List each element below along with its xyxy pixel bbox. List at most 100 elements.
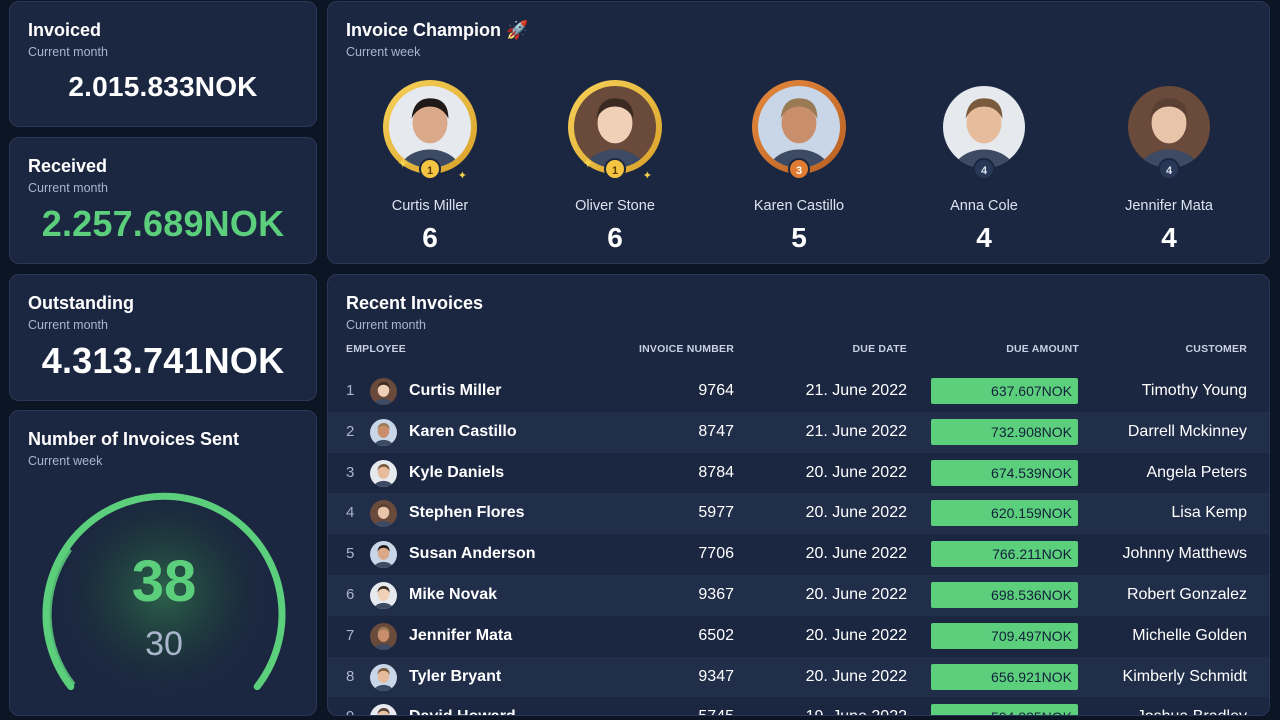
champion-item: ✦ ✦ 1 Oliver Stone 6 <box>525 80 705 254</box>
rank-badge: 4 <box>1158 158 1180 180</box>
kpi-outstanding-value: 4.313.741NOK <box>41 340 285 381</box>
table-row[interactable]: 5 Susan Anderson 7706 20. June 2022 766.211N… <box>328 534 1269 575</box>
row-index: 6 <box>346 585 355 603</box>
recent-invoices-card: Recent Invoices Current month EMPLOYEE I… <box>327 274 1270 716</box>
invoice-number[interactable]: 8784 <box>698 463 734 481</box>
champion-count: 5 <box>791 222 807 253</box>
gauge-target: 30 <box>145 625 183 663</box>
champion-count: 6 <box>422 222 438 253</box>
customer-name[interactable]: Lisa Kemp <box>1171 504 1247 522</box>
kpi-outstanding-card: Outstanding Current month 4.313.741NOK <box>9 274 317 401</box>
champion-item: 4 Anna Cole 4 <box>894 80 1074 254</box>
customer-name[interactable]: Michelle Golden <box>1132 626 1247 644</box>
customer-name[interactable]: Joshua Bradley <box>1137 697 1247 715</box>
invoice-champion-card: Invoice Champion 🚀 Current week ✦ ✦ 1 Curti… <box>327 1 1270 264</box>
customer-name[interactable]: Robert Gonzalez <box>1126 585 1247 603</box>
col-customer[interactable]: CUSTOMER <box>1185 343 1247 355</box>
due-amount-badge: 620.159NOK <box>931 500 1078 527</box>
invoices-subtitle: Current month <box>346 318 426 332</box>
invoice-number[interactable]: 8747 <box>698 422 734 440</box>
col-invoice-number[interactable]: INVOICE NUMBER <box>639 343 734 355</box>
due-date: 20. June 2022 <box>805 463 907 481</box>
due-amount-badge: 674.539NOK <box>931 459 1078 486</box>
kpi-invoiced-card: Invoiced Current month 2.015.833NOK <box>9 1 317 127</box>
employee-name[interactable]: Stephen Flores <box>409 504 525 522</box>
customer-name[interactable]: Johnny Matthews <box>1122 545 1247 563</box>
row-index: 7 <box>346 626 355 644</box>
gauge-subtitle: Current week <box>28 454 103 468</box>
champion-title: Invoice Champion 🚀 <box>346 20 529 40</box>
customer-name[interactable]: Kimberly Schmidt <box>1122 667 1247 685</box>
due-date: 21. June 2022 <box>805 382 907 399</box>
gauge-value: 38 <box>131 549 197 614</box>
table-row[interactable]: 2 Karen Castillo 8747 21. June 2022 732.908N… <box>328 411 1269 453</box>
due-date: 20. June 2022 <box>805 585 907 603</box>
kpi-received-value: 2.257.689NOK <box>41 203 285 244</box>
invoices-table-body: 1 Curtis Miller 9764 21. June 2022 637.607NO… <box>328 371 1269 715</box>
avatar <box>943 86 1025 168</box>
invoice-number[interactable]: 5745 <box>698 697 734 715</box>
customer-name[interactable]: Darrell Mckinney <box>1127 422 1247 440</box>
avatar <box>370 378 397 405</box>
invoice-number[interactable]: 9764 <box>698 382 734 399</box>
champion-name: Karen Castillo <box>753 198 845 214</box>
table-row[interactable]: 4 Stephen Flores 5977 20. June 2022 620.159N… <box>328 493 1269 535</box>
employee-name[interactable]: Mike Novak <box>409 585 498 603</box>
table-row[interactable]: 8 Tyler Bryant 9347 20. June 2022 656.921NOK… <box>328 656 1269 698</box>
invoice-number[interactable]: 9367 <box>698 585 734 603</box>
due-amount-badge: 637.607NOK <box>931 378 1078 404</box>
customer-name[interactable]: Angela Peters <box>1146 463 1247 481</box>
row-index: 5 <box>346 545 355 563</box>
col-employee[interactable]: EMPLOYEE <box>346 343 406 355</box>
col-due-amount[interactable]: DUE AMOUNT <box>1006 343 1079 355</box>
table-row[interactable]: 7 Jennifer Mata 6502 20. June 2022 709.497NO… <box>328 616 1269 657</box>
champion-avatar-ring <box>752 80 846 174</box>
champion-avatar-ring <box>1122 80 1216 174</box>
avatar <box>370 663 397 691</box>
gauge-title: Number of Invoices Sent <box>28 429 240 449</box>
invoice-number[interactable]: 7706 <box>698 545 734 563</box>
gauge-target-arc <box>48 549 75 685</box>
rank-badge: 3 <box>788 158 810 180</box>
employee-name[interactable]: Karen Castillo <box>409 422 517 440</box>
invoice-number[interactable]: 6502 <box>698 626 734 644</box>
table-row[interactable]: 1 Curtis Miller 9764 21. June 2022 637.607NO… <box>328 371 1269 412</box>
due-amount-badge: 656.921NOK <box>931 663 1078 690</box>
employee-name[interactable]: Curtis Miller <box>409 382 502 399</box>
due-date: 19. June 2022 <box>806 697 907 715</box>
gauge-dial <box>42 492 286 713</box>
avatar <box>370 704 397 715</box>
sparkle-icon: ✦ <box>642 170 652 182</box>
champion-subtitle: Current week <box>346 45 421 59</box>
avatar <box>370 418 397 446</box>
invoices-title: Recent Invoices <box>346 293 484 313</box>
due-date: 20. June 2022 <box>805 504 907 522</box>
table-row[interactable]: 6 Mike Novak 9367 20. June 2022 698.536NOK Ro… <box>328 574 1269 616</box>
table-row[interactable]: 9 David Howard 5745 19. June 2022 594.835NOK… <box>328 697 1269 715</box>
employee-name[interactable]: Tyler Bryant <box>409 667 502 685</box>
employee-name[interactable]: Jennifer Mata <box>409 626 513 644</box>
gauge-glow <box>54 493 274 713</box>
gauge-outer-arc <box>42 492 286 691</box>
row-index: 3 <box>346 463 355 481</box>
row-index: 9 <box>346 697 354 715</box>
kpi-outstanding-subtitle: Current month <box>28 318 108 332</box>
invoice-number[interactable]: 9347 <box>698 667 734 685</box>
avatar <box>370 500 397 528</box>
col-due-date[interactable]: DUE DATE <box>852 343 907 355</box>
employee-name[interactable]: David Howard <box>409 697 516 715</box>
row-index: 4 <box>346 504 355 522</box>
customer-name[interactable]: Timothy Young <box>1141 382 1247 399</box>
champion-count: 4 <box>976 222 992 253</box>
champion-avatar-wrap: ✦ ✦ 1 <box>568 80 662 182</box>
kpi-received-card: Received Current month 2.257.689NOK <box>9 137 317 264</box>
due-amount-badge: 698.536NOK <box>931 581 1078 608</box>
invoices-sent-gauge-card: Number of Invoices Sent Current week 38 … <box>9 410 317 716</box>
employee-name[interactable]: Susan Anderson <box>409 545 536 563</box>
invoice-number[interactable]: 5977 <box>698 504 734 522</box>
kpi-received-title: Received <box>28 156 108 176</box>
invoices-table-header: EMPLOYEE INVOICE NUMBER DUE DATE DUE AMO… <box>328 343 1269 359</box>
employee-name[interactable]: Kyle Daniels <box>409 463 505 481</box>
champion-count: 4 <box>1161 222 1177 253</box>
table-row[interactable]: 3 Kyle Daniels 8784 20. June 2022 674.539NOK… <box>328 453 1269 494</box>
